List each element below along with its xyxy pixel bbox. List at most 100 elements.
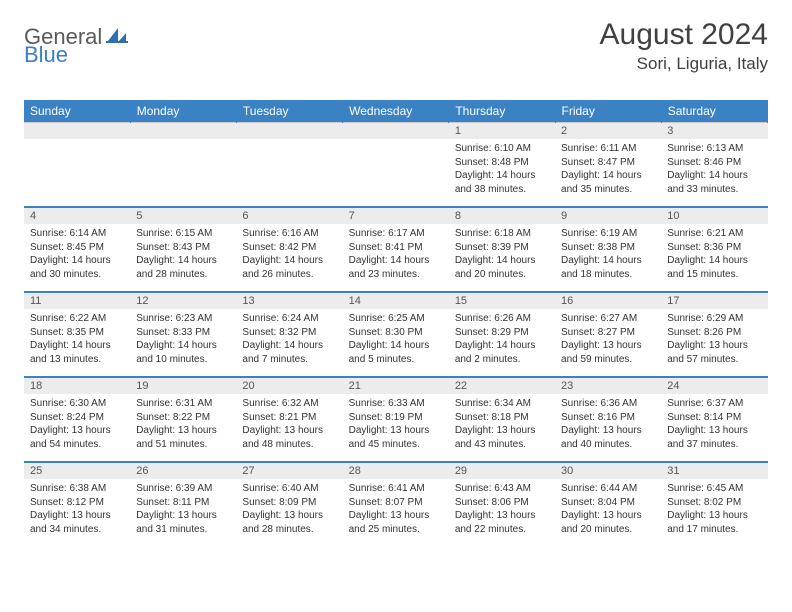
daylight-text: Daylight: 13 hours and 28 minutes. — [242, 509, 336, 536]
empty-cell — [130, 139, 236, 207]
sunset-text: Sunset: 8:06 PM — [455, 496, 549, 510]
daylight-text: Daylight: 14 hours and 15 minutes. — [667, 254, 761, 281]
header: General August 2024 Sori, Liguria, Italy — [24, 18, 768, 74]
daylight-text: Daylight: 13 hours and 25 minutes. — [349, 509, 443, 536]
sunset-text: Sunset: 8:16 PM — [561, 411, 655, 425]
daylight-text: Daylight: 13 hours and 40 minutes. — [561, 424, 655, 451]
sunrise-text: Sunrise: 6:45 AM — [667, 482, 761, 496]
day-detail-cell: Sunrise: 6:17 AMSunset: 8:41 PMDaylight:… — [343, 224, 449, 292]
sunrise-text: Sunrise: 6:11 AM — [561, 142, 655, 156]
sunrise-text: Sunrise: 6:21 AM — [667, 227, 761, 241]
day-number: 10 — [661, 207, 767, 224]
daylight-text: Daylight: 14 hours and 7 minutes. — [242, 339, 336, 366]
daylight-text: Daylight: 14 hours and 38 minutes. — [455, 169, 549, 196]
day-number: 4 — [24, 207, 130, 224]
day-detail-cell: Sunrise: 6:45 AMSunset: 8:02 PMDaylight:… — [661, 479, 767, 546]
day-number: 22 — [449, 377, 555, 394]
sunrise-text: Sunrise: 6:23 AM — [136, 312, 230, 326]
day-detail-cell: Sunrise: 6:26 AMSunset: 8:29 PMDaylight:… — [449, 309, 555, 377]
day-detail-cell: Sunrise: 6:14 AMSunset: 8:45 PMDaylight:… — [24, 224, 130, 292]
sunset-text: Sunset: 8:18 PM — [455, 411, 549, 425]
daylight-text: Daylight: 14 hours and 10 minutes. — [136, 339, 230, 366]
sunset-text: Sunset: 8:30 PM — [349, 326, 443, 340]
day-number: 28 — [343, 462, 449, 479]
day-detail-cell: Sunrise: 6:18 AMSunset: 8:39 PMDaylight:… — [449, 224, 555, 292]
daylight-text: Daylight: 13 hours and 20 minutes. — [561, 509, 655, 536]
day-detail-cell: Sunrise: 6:27 AMSunset: 8:27 PMDaylight:… — [555, 309, 661, 377]
empty-cell — [343, 139, 449, 207]
day-detail-cell: Sunrise: 6:39 AMSunset: 8:11 PMDaylight:… — [130, 479, 236, 546]
sunrise-text: Sunrise: 6:19 AM — [561, 227, 655, 241]
sunrise-text: Sunrise: 6:30 AM — [30, 397, 124, 411]
day-detail-cell: Sunrise: 6:43 AMSunset: 8:06 PMDaylight:… — [449, 479, 555, 546]
day-detail-cell: Sunrise: 6:38 AMSunset: 8:12 PMDaylight:… — [24, 479, 130, 546]
daylight-text: Daylight: 13 hours and 45 minutes. — [349, 424, 443, 451]
daylight-text: Daylight: 13 hours and 54 minutes. — [30, 424, 124, 451]
sunrise-text: Sunrise: 6:27 AM — [561, 312, 655, 326]
sunset-text: Sunset: 8:33 PM — [136, 326, 230, 340]
logo-line2: Blue — [24, 42, 68, 68]
sunrise-text: Sunrise: 6:29 AM — [667, 312, 761, 326]
empty-day — [24, 123, 130, 140]
sunset-text: Sunset: 8:47 PM — [561, 156, 655, 170]
daylight-text: Daylight: 14 hours and 35 minutes. — [561, 169, 655, 196]
sunset-text: Sunset: 8:07 PM — [349, 496, 443, 510]
day-detail-cell: Sunrise: 6:11 AMSunset: 8:47 PMDaylight:… — [555, 139, 661, 207]
day-detail-cell: Sunrise: 6:44 AMSunset: 8:04 PMDaylight:… — [555, 479, 661, 546]
day-number: 1 — [449, 123, 555, 140]
day-number-row: 18192021222324 — [24, 377, 768, 394]
day-number: 29 — [449, 462, 555, 479]
daylight-text: Daylight: 13 hours and 48 minutes. — [242, 424, 336, 451]
sunset-text: Sunset: 8:32 PM — [242, 326, 336, 340]
sunrise-text: Sunrise: 6:14 AM — [30, 227, 124, 241]
sunset-text: Sunset: 8:14 PM — [667, 411, 761, 425]
sunset-text: Sunset: 8:38 PM — [561, 241, 655, 255]
weekday-header: Sunday — [24, 100, 130, 123]
daylight-text: Daylight: 13 hours and 34 minutes. — [30, 509, 124, 536]
day-detail-cell: Sunrise: 6:30 AMSunset: 8:24 PMDaylight:… — [24, 394, 130, 462]
day-number: 17 — [661, 292, 767, 309]
sunset-text: Sunset: 8:12 PM — [30, 496, 124, 510]
weekday-header: Thursday — [449, 100, 555, 123]
sunrise-text: Sunrise: 6:44 AM — [561, 482, 655, 496]
sunset-text: Sunset: 8:46 PM — [667, 156, 761, 170]
day-detail-cell: Sunrise: 6:13 AMSunset: 8:46 PMDaylight:… — [661, 139, 767, 207]
daylight-text: Daylight: 14 hours and 23 minutes. — [349, 254, 443, 281]
daylight-text: Daylight: 13 hours and 43 minutes. — [455, 424, 549, 451]
sunrise-text: Sunrise: 6:39 AM — [136, 482, 230, 496]
sunrise-text: Sunrise: 6:37 AM — [667, 397, 761, 411]
sunset-text: Sunset: 8:42 PM — [242, 241, 336, 255]
day-number: 9 — [555, 207, 661, 224]
weekday-header: Monday — [130, 100, 236, 123]
sunrise-text: Sunrise: 6:31 AM — [136, 397, 230, 411]
day-number: 16 — [555, 292, 661, 309]
day-detail-row: Sunrise: 6:30 AMSunset: 8:24 PMDaylight:… — [24, 394, 768, 462]
day-number: 15 — [449, 292, 555, 309]
day-number-row: 123 — [24, 123, 768, 140]
daylight-text: Daylight: 13 hours and 22 minutes. — [455, 509, 549, 536]
day-number: 25 — [24, 462, 130, 479]
day-detail-row: Sunrise: 6:38 AMSunset: 8:12 PMDaylight:… — [24, 479, 768, 546]
sunrise-text: Sunrise: 6:36 AM — [561, 397, 655, 411]
daylight-text: Daylight: 13 hours and 57 minutes. — [667, 339, 761, 366]
calendar-table: SundayMondayTuesdayWednesdayThursdayFrid… — [24, 100, 768, 546]
day-number: 31 — [661, 462, 767, 479]
day-number-row: 11121314151617 — [24, 292, 768, 309]
day-detail-cell: Sunrise: 6:24 AMSunset: 8:32 PMDaylight:… — [236, 309, 342, 377]
day-detail-cell: Sunrise: 6:22 AMSunset: 8:35 PMDaylight:… — [24, 309, 130, 377]
day-number: 23 — [555, 377, 661, 394]
sunrise-text: Sunrise: 6:13 AM — [667, 142, 761, 156]
sunset-text: Sunset: 8:21 PM — [242, 411, 336, 425]
sunrise-text: Sunrise: 6:16 AM — [242, 227, 336, 241]
daylight-text: Daylight: 13 hours and 59 minutes. — [561, 339, 655, 366]
daylight-text: Daylight: 14 hours and 30 minutes. — [30, 254, 124, 281]
day-detail-cell: Sunrise: 6:33 AMSunset: 8:19 PMDaylight:… — [343, 394, 449, 462]
day-number: 20 — [236, 377, 342, 394]
sunrise-text: Sunrise: 6:32 AM — [242, 397, 336, 411]
empty-day — [343, 123, 449, 140]
day-number: 24 — [661, 377, 767, 394]
sunrise-text: Sunrise: 6:34 AM — [455, 397, 549, 411]
sunrise-text: Sunrise: 6:41 AM — [349, 482, 443, 496]
day-number: 5 — [130, 207, 236, 224]
day-number: 13 — [236, 292, 342, 309]
